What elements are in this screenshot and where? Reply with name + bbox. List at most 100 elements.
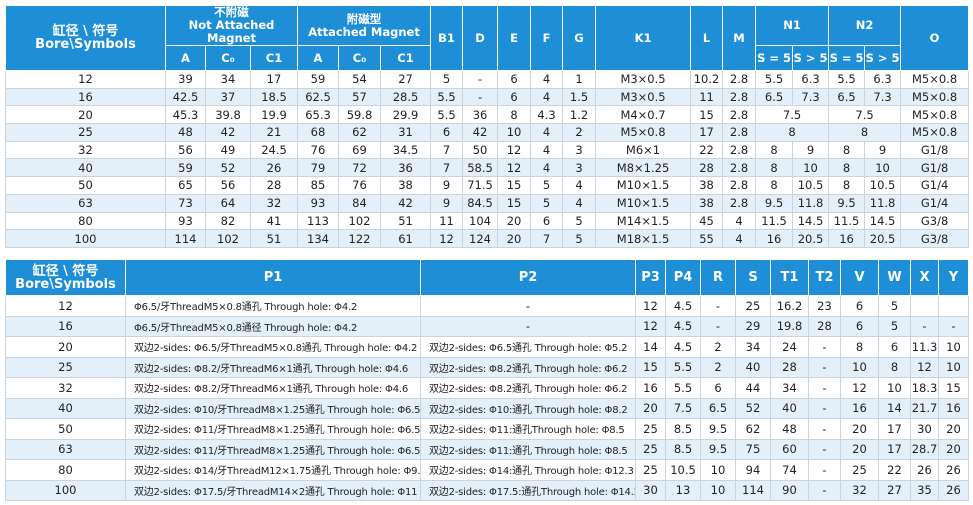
value-cell: 28	[690, 158, 724, 178]
value-cell: 6.5	[828, 87, 866, 107]
value-cell: 19.9	[250, 105, 298, 125]
value-cell: 42.5	[165, 87, 206, 107]
data-row: 25 48 42 21 68 62 31 6 42 10 4 2 M5×0.8 17 2.8 8 8 M5×0.8	[5, 123, 970, 142]
value-cell: 29.9	[379, 105, 432, 125]
bore-cell: 50	[5, 418, 126, 440]
value-cell: 20	[938, 418, 969, 440]
value-cell: G1/8	[900, 158, 970, 178]
value-cell: 6	[840, 295, 879, 317]
value-cell: 15	[497, 176, 532, 195]
value-cell: 34	[735, 336, 771, 358]
bore-en: Bore\Symbols	[15, 276, 116, 292]
value-cell: 13	[665, 479, 701, 501]
value-cell: 26	[910, 459, 939, 481]
value-cell: 6	[430, 123, 464, 142]
value-cell: M10×1.5	[595, 176, 692, 195]
value-cell: 15	[690, 105, 724, 125]
value-cell: 31	[379, 123, 432, 142]
value-cell: 8	[828, 123, 902, 142]
value-cell: M18×1.5	[595, 229, 692, 248]
value-cell: M5×0.8	[595, 123, 692, 142]
value-cell: 45.3	[165, 105, 206, 125]
value-cell: 5.5	[755, 70, 794, 89]
value-cell: -	[808, 479, 841, 501]
header-cell: X	[910, 259, 939, 296]
value-cell: 21	[250, 123, 298, 142]
data-row: 50 双边2-sides: Φ11/牙ThreadM8×1.25通孔 Throug…	[5, 418, 969, 440]
value-cell: 12	[635, 295, 666, 317]
bore-cell: 12	[5, 295, 126, 317]
header-text: F	[542, 30, 551, 45]
value-cell: 19.8	[770, 315, 809, 337]
value-cell: M5×0.8	[900, 70, 970, 89]
header-text: E	[510, 30, 518, 45]
header-text: Y	[948, 270, 959, 285]
value-cell: 8	[828, 176, 866, 195]
value-cell: 20	[635, 397, 666, 419]
value-cell: 50	[462, 140, 499, 160]
header-text: S > 5	[865, 50, 900, 65]
value-cell: 134	[297, 229, 339, 248]
value-cell: 39.8	[205, 105, 251, 125]
value-cell: 23	[808, 295, 841, 317]
data-row: 63 双边2-sides: Φ11/牙ThreadM8×1.25通孔 Throug…	[5, 438, 969, 460]
value-cell: 11.5	[828, 211, 866, 231]
value-cell	[910, 295, 939, 317]
data-row: 16 42.5 37 18.5 62.5 57 28.5 5.5-6 4 1.5 M3×0.5 11 2…	[5, 87, 970, 107]
port-cell: 双边2-sides: Φ11:通孔 Through hole: Φ8.5	[420, 438, 636, 460]
value-cell: -	[808, 459, 841, 481]
value-cell: 5	[430, 70, 464, 89]
value-cell: 74	[770, 459, 809, 481]
value-cell: 49	[205, 140, 251, 160]
value-cell: 11.3	[910, 336, 939, 358]
value-cell: 3	[562, 158, 597, 178]
value-cell: 27	[878, 479, 911, 501]
value-cell: G3/8	[900, 211, 970, 231]
value-cell: 114	[735, 479, 771, 501]
value-cell: 16	[828, 229, 866, 248]
header-cell: A	[297, 45, 339, 71]
header-text: M	[733, 30, 745, 45]
value-cell: 9	[430, 193, 464, 213]
bore-cell: 40	[5, 397, 126, 419]
value-cell: 73	[165, 193, 206, 213]
value-cell	[938, 295, 969, 317]
value-cell: 72	[338, 158, 381, 178]
value-cell: 20.5	[864, 229, 902, 248]
header-cell: C1	[250, 45, 298, 71]
header-text: A	[313, 50, 323, 65]
value-cell: -	[700, 315, 736, 337]
value-cell: 52	[735, 397, 771, 419]
value-cell: 20	[497, 229, 532, 248]
header-cell: P3	[635, 259, 666, 296]
value-cell: 28.5	[379, 87, 432, 107]
value-cell: 10	[700, 479, 736, 501]
port-cell: 双边2-sides: Φ10/牙ThreadM8×1.25通孔 Through …	[125, 397, 421, 419]
group-en: Not Attached Magnet	[188, 18, 275, 45]
value-cell: 4	[562, 176, 597, 195]
value-cell: 5	[878, 295, 911, 317]
value-cell: 6	[700, 377, 736, 399]
value-cell: 7.5	[755, 105, 830, 125]
value-cell: 10	[864, 158, 902, 178]
data-row: 63 73 64 32 93 84 42 9 84.5 15 5 4 M10×1.5 38 2.8 9.5 11…	[5, 193, 970, 213]
data-row: 12 39 34 17 59 54 27 5-6 4 1 M3×0.5 10.2 2.8 5.5 6.3 5.…	[5, 70, 970, 89]
port-cell: 双边2-sides: Φ14:通孔 Through hole: Φ12.3	[420, 459, 636, 481]
value-cell: 25	[840, 459, 879, 481]
value-cell: 62	[338, 123, 381, 142]
value-cell: 9.5	[828, 193, 866, 213]
header-text: A	[181, 50, 190, 65]
header-cell: T2	[808, 259, 841, 296]
value-cell: 93	[165, 211, 206, 231]
value-cell: 84	[338, 193, 381, 213]
value-cell: 28	[250, 176, 298, 195]
header-cell: 不附磁 Not Attached Magnet	[165, 5, 298, 46]
value-cell: 14	[635, 336, 666, 358]
value-cell: 12	[430, 229, 464, 248]
header-text: D	[475, 30, 485, 45]
value-cell: 6.5	[700, 397, 736, 419]
value-cell: 5.5	[665, 356, 701, 378]
value-cell: 10	[497, 123, 532, 142]
value-cell: 15	[938, 377, 969, 399]
